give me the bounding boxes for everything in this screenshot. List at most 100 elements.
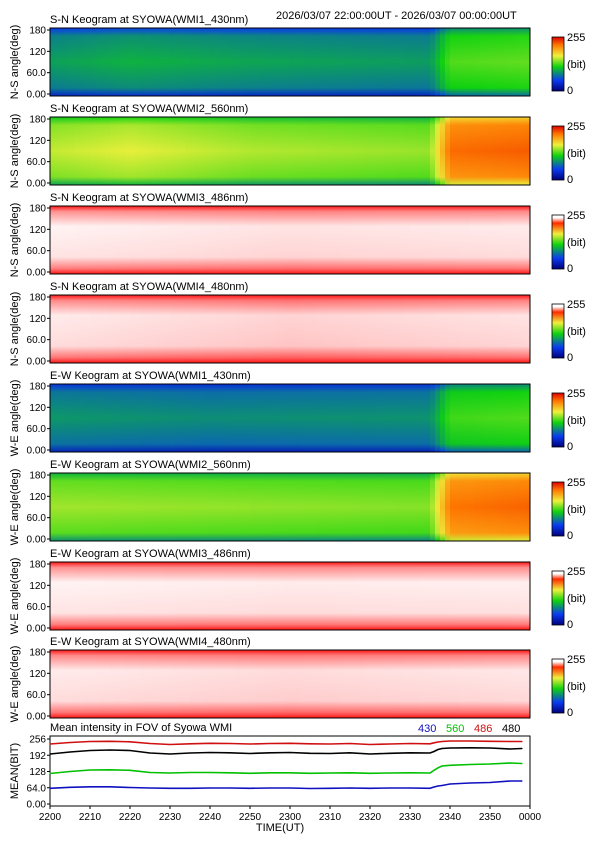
keogram-column: [125, 206, 131, 274]
keogram-column: [335, 117, 341, 185]
keogram-column: [265, 384, 271, 452]
keogram-column: [460, 28, 466, 96]
keogram-column: [50, 650, 56, 718]
keogram-column: [325, 28, 331, 96]
keogram-column: [370, 28, 376, 96]
keogram-column: [150, 28, 156, 96]
series-point-486: [129, 741, 131, 743]
keogram-column: [60, 206, 66, 274]
keogram-column: [410, 473, 416, 541]
keogram-column: [125, 384, 131, 452]
keogram-column: [135, 206, 141, 274]
keogram-column: [430, 117, 436, 185]
keogram-title: S-N Keogram at SYOWA(WMI3_486nm): [50, 192, 248, 204]
keogram-column: [60, 28, 66, 96]
keogram-column: [90, 295, 96, 363]
y-tick-label: 60.0: [27, 157, 47, 168]
keogram-column: [525, 206, 531, 274]
keogram-column: [310, 295, 316, 363]
keogram-column: [170, 384, 176, 452]
keogram-column: [210, 117, 216, 185]
series-point-560: [449, 764, 451, 766]
keogram-column: [150, 206, 156, 274]
keogram-column: [100, 295, 106, 363]
keogram-column: [225, 295, 231, 363]
keogram-column: [145, 28, 151, 96]
keogram-column: [85, 473, 91, 541]
keogram-column: [260, 473, 266, 541]
keogram-column: [140, 384, 146, 452]
keogram-column: [190, 384, 196, 452]
keogram-column: [485, 117, 491, 185]
keogram-frame: [49, 649, 531, 719]
keogram-column: [435, 117, 441, 185]
keogram-column: [80, 28, 86, 96]
keogram-column: [110, 562, 116, 630]
colorbar: [551, 125, 565, 181]
series-point-486: [289, 742, 291, 744]
series-point-480: [409, 752, 411, 754]
series-point-560: [309, 772, 311, 774]
y-axis-label: W-E angle(deg): [9, 558, 21, 635]
keogram-column: [325, 206, 331, 274]
keogram-frame: [49, 383, 531, 453]
keogram-column: [275, 206, 281, 274]
legend-entry-480: 480: [502, 723, 520, 735]
keogram-column: [70, 28, 76, 96]
colorbar-max-label: 255: [567, 388, 585, 400]
keogram-column: [325, 650, 331, 718]
keogram-column: [300, 562, 306, 630]
keogram-column: [355, 117, 361, 185]
keogram-column: [390, 206, 396, 274]
keogram-column: [140, 295, 146, 363]
keogram-column: [470, 473, 476, 541]
keogram-column: [415, 28, 421, 96]
keogram-column: [360, 562, 366, 630]
keogram-column: [225, 473, 231, 541]
keogram-panel-6: E-W Keogram at SYOWA(WMI2_560nm) 180 120 60…: [9, 459, 586, 546]
series-point-560: [149, 771, 151, 774]
keogram-column: [505, 117, 511, 185]
keogram-column: [170, 28, 176, 96]
keogram-column: [190, 295, 196, 363]
keogram-column: [355, 384, 361, 452]
keogram-column: [50, 562, 56, 630]
series-point-480: [521, 747, 523, 750]
keogram-column: [430, 28, 436, 96]
series-point-560: [349, 772, 351, 774]
keogram-column: [75, 117, 81, 185]
keogram-column: [490, 562, 496, 630]
keogram-column: [275, 384, 281, 452]
keogram-column: [470, 562, 476, 630]
keogram-column: [155, 28, 161, 96]
keogram-column: [285, 206, 291, 274]
keogram-column: [495, 384, 501, 452]
keogram-frame: [49, 27, 531, 97]
keogram-column: [145, 384, 151, 452]
keogram-column: [130, 650, 136, 718]
keogram-column: [50, 384, 56, 452]
keogram-column: [385, 384, 391, 452]
figure-time-range: 2026/03/07 22:00:00UT - 2026/03/07 00:00…: [276, 10, 517, 22]
keogram-column: [180, 117, 186, 185]
series-point-430: [229, 787, 231, 789]
keogram-column: [395, 562, 401, 630]
x-axis-label: TIME(UT): [256, 822, 304, 834]
keogram-column: [525, 384, 531, 452]
keogram-column: [500, 295, 506, 363]
series-point-480: [429, 752, 431, 754]
keogram-column: [365, 562, 371, 630]
keogram-column: [130, 562, 136, 630]
keogram-column: [195, 117, 201, 185]
keogram-column: [75, 206, 81, 274]
keogram-column: [415, 117, 421, 185]
series-point-480: [441, 747, 443, 750]
keogram-column: [120, 650, 126, 718]
keogram-column: [90, 562, 96, 630]
keogram-column: [200, 295, 206, 363]
colorbar-max-label: 255: [567, 477, 585, 489]
keogram-column: [485, 206, 491, 274]
keogram-column: [450, 562, 456, 630]
keogram-column: [255, 650, 261, 718]
colorbar-unit-label: (bit): [567, 681, 586, 693]
